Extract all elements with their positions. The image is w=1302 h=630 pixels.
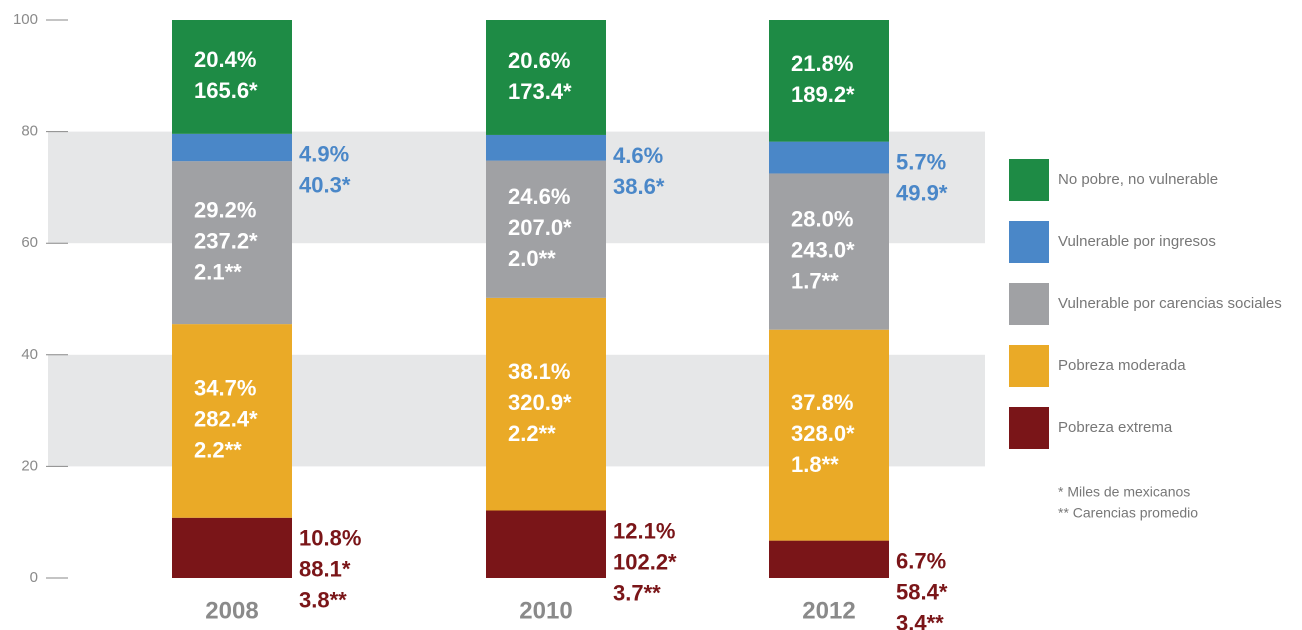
data-label: 38.6* <box>613 174 665 199</box>
data-label: 6.7% <box>896 548 946 573</box>
bar-segment <box>769 540 889 578</box>
data-label: 2.0** <box>508 246 556 271</box>
legend-label: Pobreza extrema <box>1058 419 1173 436</box>
legend-swatch <box>1009 283 1049 325</box>
data-label: 2.1** <box>194 259 242 284</box>
y-tick-label: 80 <box>21 123 38 140</box>
data-label: 29.2% <box>194 197 256 222</box>
bar-segment <box>172 517 292 578</box>
data-label: 1.8** <box>791 452 839 477</box>
data-label: 20.4% <box>194 47 256 72</box>
data-label: 28.0% <box>791 206 853 231</box>
legend-swatch <box>1009 345 1049 387</box>
bar-segment <box>486 297 606 511</box>
footnote: * Miles de mexicanos <box>1058 484 1190 500</box>
data-label: 189.2* <box>791 82 855 107</box>
legend-label: No pobre, no vulnerable <box>1058 171 1218 188</box>
data-label: 10.8% <box>299 526 361 551</box>
bar-segment <box>172 133 292 162</box>
data-label: 165.6* <box>194 78 258 103</box>
legend-label: Pobreza moderada <box>1058 357 1186 374</box>
data-label: 38.1% <box>508 359 570 384</box>
data-label: 237.2* <box>194 228 258 253</box>
bar-segment <box>769 173 889 330</box>
data-label: 282.4* <box>194 407 258 432</box>
data-label: 5.7% <box>896 149 946 174</box>
data-label: 4.6% <box>613 143 663 168</box>
y-tick-label: 0 <box>30 569 38 586</box>
data-label: 102.2* <box>613 549 677 574</box>
bar-segment <box>486 134 606 161</box>
data-label: 3.4** <box>896 610 944 630</box>
y-tick-label: 100 <box>13 11 38 28</box>
y-tick-label: 20 <box>21 457 38 474</box>
bar-segment <box>486 20 606 135</box>
data-label: 40.3* <box>299 173 351 198</box>
bar-segment <box>172 20 292 134</box>
bar-segment <box>769 329 889 541</box>
legend-swatch <box>1009 407 1049 449</box>
data-label: 21.8% <box>791 51 853 76</box>
legend-label: Vulnerable por ingresos <box>1058 233 1216 250</box>
data-label: 1.7** <box>791 268 839 293</box>
bar-segment <box>769 141 889 174</box>
legend-swatch <box>1009 159 1049 201</box>
data-label: 20.6% <box>508 48 570 73</box>
footnote: ** Carencias promedio <box>1058 505 1198 521</box>
data-label: 2.2** <box>194 438 242 463</box>
legend-swatch <box>1009 221 1049 263</box>
data-label: 49.9* <box>896 180 948 205</box>
bar-segment <box>486 160 606 298</box>
y-tick-label: 60 <box>21 234 38 251</box>
data-label: 24.6% <box>508 184 570 209</box>
bar-segment <box>172 161 292 325</box>
legend-label: Vulnerable por carencias sociales <box>1058 295 1282 312</box>
x-tick-label: 2010 <box>519 597 572 624</box>
data-label: 12.1% <box>613 518 675 543</box>
data-label: 207.0* <box>508 215 572 240</box>
data-label: 173.4* <box>508 79 572 104</box>
data-label: 3.7** <box>613 580 661 605</box>
data-label: 37.8% <box>791 390 853 415</box>
bar-segment <box>769 20 889 142</box>
data-label: 243.0* <box>791 237 855 262</box>
x-tick-label: 2008 <box>205 597 258 624</box>
data-label: 58.4* <box>896 579 948 604</box>
data-label: 2.2** <box>508 421 556 446</box>
x-tick-label: 2012 <box>802 597 855 624</box>
data-label: 88.1* <box>299 557 351 582</box>
data-label: 34.7% <box>194 376 256 401</box>
bar-segment <box>486 510 606 578</box>
data-label: 3.8** <box>299 588 347 613</box>
y-tick-label: 40 <box>21 346 38 363</box>
data-label: 4.9% <box>299 142 349 167</box>
bar-segment <box>172 324 292 518</box>
data-label: 328.0* <box>791 421 855 446</box>
data-label: 320.9* <box>508 390 572 415</box>
